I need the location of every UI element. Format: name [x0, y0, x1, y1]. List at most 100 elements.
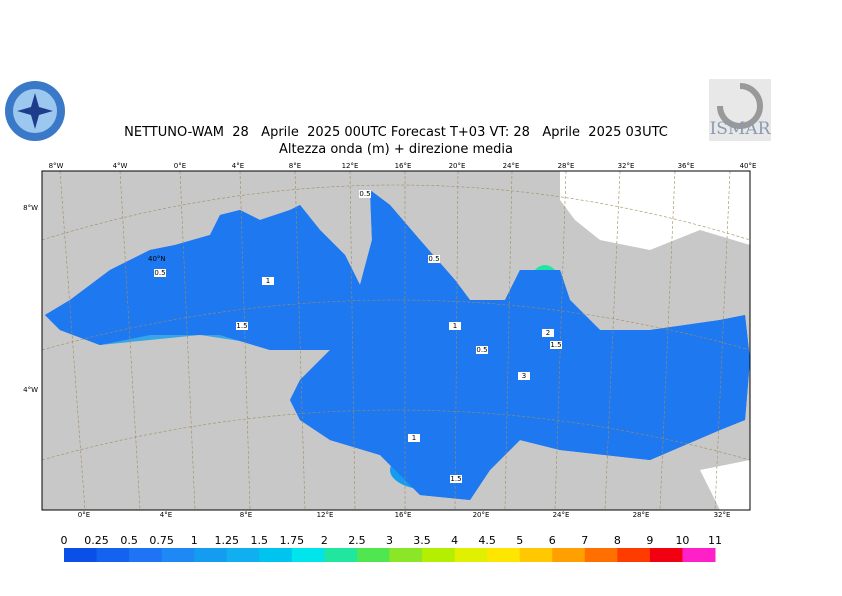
top-label: 16°E	[395, 162, 412, 170]
colorbar-swatch	[226, 548, 260, 562]
colorbar-label: 1.5	[251, 534, 269, 547]
contour-label: 1.5	[550, 341, 561, 349]
contour-label: 3	[522, 372, 526, 380]
contour-label: 0.5	[154, 269, 165, 277]
bottom-label: 4°E	[160, 511, 172, 519]
colorbar-swatch	[356, 548, 390, 562]
top-label: 36°E	[678, 162, 695, 170]
top-label: 4°E	[232, 162, 244, 170]
contour-label: 1.5	[236, 322, 247, 330]
map-labels: 8°W 4°W 0°E 4°E 8°E 12°E 16°E 20°E 24°E 28°E 32°E 3…	[23, 162, 756, 519]
colorbar-label: 3	[386, 534, 393, 547]
colorbar-label: 1.25	[215, 534, 240, 547]
contour-label: 0.5	[476, 346, 487, 354]
colorbar-swatch	[552, 548, 586, 562]
contour-label: 0.5	[359, 190, 370, 198]
contour-label-bg	[518, 372, 530, 380]
colorbar-swatch	[682, 548, 716, 562]
colorbar-label: 4	[451, 534, 458, 547]
contour-label-bg	[262, 277, 274, 285]
colorbar-swatch	[194, 548, 228, 562]
contour-label-bg	[450, 475, 462, 483]
colorbar-swatch	[519, 548, 553, 562]
contour-label-bg	[236, 322, 248, 330]
top-label: 32°E	[618, 162, 635, 170]
colorbar-swatch	[324, 548, 358, 562]
colorbar-swatch	[96, 548, 130, 562]
colorbar-label: 6	[549, 534, 556, 547]
colorbar-label: 0.75	[149, 534, 174, 547]
colorbar-swatch	[259, 548, 293, 562]
map	[42, 171, 750, 510]
colorbar-label: 11	[708, 534, 722, 547]
bottom-label: 32°E	[714, 511, 731, 519]
contour-label: 1.5	[450, 475, 461, 483]
colorbar-swatch	[454, 548, 488, 562]
top-label: 12°E	[342, 162, 359, 170]
bottom-label: 12°E	[317, 511, 334, 519]
logo-text: ISMAR	[710, 119, 772, 139]
left-label: 8°W	[23, 204, 38, 212]
top-label: 0°E	[174, 162, 186, 170]
logo-left	[5, 81, 65, 141]
colorbar-swatch	[64, 548, 98, 562]
colorbar-swatch	[617, 548, 651, 562]
contour-label-bg	[550, 341, 562, 349]
top-label: 8°E	[289, 162, 301, 170]
colorbar-swatch	[129, 548, 163, 562]
contour-label: 1	[453, 322, 457, 330]
contour-label: 1	[266, 277, 270, 285]
title: NETTUNO-WAM 28 Aprile 2025 00UTC Forecas…	[124, 125, 668, 140]
contour-label-bg	[476, 346, 488, 354]
colorbar-label: 10	[675, 534, 689, 547]
colorbar-label: 2.5	[348, 534, 366, 547]
colorbar-swatch	[649, 548, 683, 562]
colorbar-label: 1.75	[280, 534, 305, 547]
contour-label: 1	[412, 434, 416, 442]
map-frame	[41, 170, 751, 511]
colorbar-swatch	[487, 548, 521, 562]
subtitle: Altezza onda (m) + direzione media	[279, 142, 513, 157]
bottom-label: 0°E	[78, 511, 90, 519]
contour-label-bg	[408, 434, 420, 442]
colorbar-swatch	[389, 548, 423, 562]
bottom-label: 28°E	[633, 511, 650, 519]
colorbar-label: 7	[581, 534, 588, 547]
contour-label: 0.5	[428, 255, 439, 263]
bottom-label: 20°E	[473, 511, 490, 519]
colorbar-label: 5	[516, 534, 523, 547]
colorbar-label: 0.25	[84, 534, 109, 547]
colorbar-swatch	[584, 548, 618, 562]
inner-label: 40°N	[148, 255, 166, 263]
colorbar-label: 4.5	[478, 534, 496, 547]
colorbar-label: 3.5	[413, 534, 431, 547]
bottom-label: 24°E	[553, 511, 570, 519]
colorbar-label: 1	[191, 534, 198, 547]
colorbar-label: 9	[646, 534, 653, 547]
contour-label: 2	[546, 329, 550, 337]
contour-label-bg	[449, 322, 461, 330]
colorbar-label: 0.5	[120, 534, 138, 547]
contour-label-bg	[428, 255, 440, 263]
top-label: 20°E	[449, 162, 466, 170]
top-label: 40°E	[740, 162, 757, 170]
colorbar: 0 0.25 0.5 0.75 1 1.25 1.5 1.75 2 2.5 3 3.5 4 4.5 5 6 7 8…	[61, 534, 722, 562]
left-label: 4°W	[23, 386, 38, 394]
colorbar-swatch	[291, 548, 325, 562]
contour-label-bg	[359, 190, 371, 198]
colorbar-label: 0	[61, 534, 68, 547]
colorbar-swatch	[161, 548, 195, 562]
colorbar-label: 8	[614, 534, 621, 547]
contour-label-bg	[154, 269, 166, 277]
bottom-label: 16°E	[395, 511, 412, 519]
colorbar-swatch	[422, 548, 456, 562]
top-label: 8°W	[49, 162, 64, 170]
contour-label-bg	[542, 329, 554, 337]
top-label: 4°W	[113, 162, 128, 170]
logo-right: ISMAR	[709, 79, 772, 141]
top-label: 28°E	[558, 162, 575, 170]
colorbar-label: 2	[321, 534, 328, 547]
bottom-label: 8°E	[240, 511, 252, 519]
